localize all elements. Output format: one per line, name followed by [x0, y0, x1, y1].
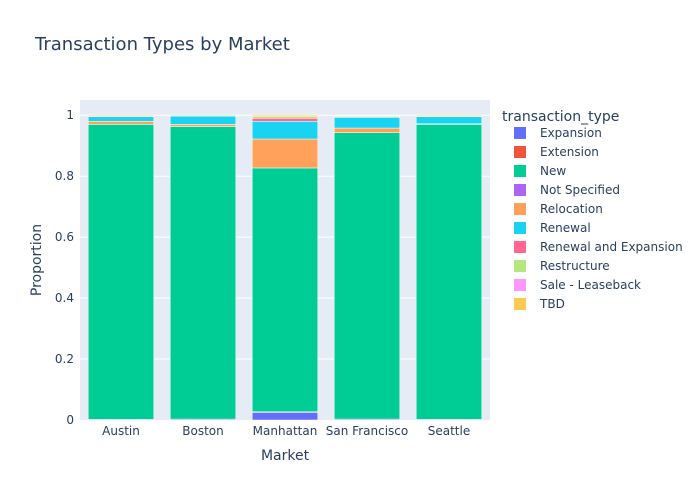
- bar-segment: [333, 117, 401, 129]
- x-tick-label: Austin: [102, 424, 140, 438]
- legend-swatch: [514, 279, 526, 291]
- bar-segment: [169, 115, 237, 125]
- bar-segment: [333, 132, 401, 420]
- legend-label: Renewal and Expansion: [540, 240, 683, 254]
- bar-segment: [333, 114, 401, 117]
- x-axis-title: Market: [261, 448, 310, 464]
- legend-swatch: [514, 260, 526, 272]
- y-tick-label: 0: [66, 413, 74, 427]
- legend-item[interactable]: Extension: [514, 145, 599, 159]
- x-tick-label: Seattle: [428, 424, 470, 438]
- bar-segment: [251, 138, 319, 169]
- x-tick-label: Manhattan: [253, 424, 318, 438]
- legend-title: transaction_type: [502, 109, 619, 125]
- bar-segment: [169, 124, 237, 127]
- legend-swatch: [514, 222, 526, 234]
- x-tick-label: Boston: [182, 424, 223, 438]
- legend-swatch: [514, 241, 526, 253]
- y-axis-title: Proportion: [29, 224, 45, 296]
- legend-label: TBD: [539, 297, 565, 311]
- legend-item[interactable]: Renewal: [514, 221, 591, 235]
- legend-label: Relocation: [540, 202, 603, 216]
- legend-item[interactable]: Not Specified: [514, 183, 620, 197]
- x-ticks: Austin Boston Manhattan San Francisco Seattl…: [102, 424, 470, 438]
- bar-segment: [87, 124, 155, 420]
- legend-item[interactable]: New: [514, 164, 566, 178]
- legend-swatch: [514, 298, 526, 310]
- legend-swatch: [514, 146, 526, 158]
- legend-swatch: [514, 203, 526, 215]
- legend-swatch: [514, 127, 526, 139]
- bar-segment: [251, 118, 319, 122]
- legend-swatch: [514, 165, 526, 177]
- legend-label: Restructure: [540, 259, 610, 273]
- legend-item[interactable]: Restructure: [514, 259, 610, 273]
- legend-item[interactable]: Renewal and Expansion: [514, 240, 683, 254]
- legend-item[interactable]: Sale - Leaseback: [514, 278, 641, 292]
- bar-segment: [87, 114, 155, 117]
- legend-item[interactable]: Expansion: [514, 126, 602, 140]
- y-tick-label: 1: [66, 108, 74, 122]
- bar-segment: [251, 412, 319, 421]
- legend-item[interactable]: TBD: [514, 297, 565, 311]
- bar-segment: [415, 114, 483, 117]
- legend-label: New: [540, 164, 566, 178]
- bar-segment: [415, 124, 483, 420]
- legend-swatch: [514, 184, 526, 196]
- y-tick-label: 0.2: [55, 352, 74, 366]
- legend-label: Renewal: [540, 221, 591, 235]
- bar-segment: [87, 116, 155, 122]
- legend-label: Extension: [540, 145, 599, 159]
- bar-segment: [169, 114, 237, 117]
- x-tick-label: San Francisco: [326, 424, 408, 438]
- chart-title: Transaction Types by Market: [34, 34, 290, 55]
- y-ticks: 0 0.2 0.4 0.6 0.8 1: [55, 108, 74, 427]
- bar-segment: [333, 127, 401, 133]
- legend-label: Sale - Leaseback: [540, 278, 641, 292]
- legend-label: Not Specified: [540, 183, 620, 197]
- legend-label: Expansion: [540, 126, 602, 140]
- legend: transaction_type Expansion Extension New No…: [502, 109, 683, 311]
- bars: [87, 114, 483, 421]
- bar-segment: [251, 121, 319, 140]
- bar-segment: [251, 167, 319, 413]
- bar-segment: [87, 121, 155, 125]
- bar-segment: [251, 114, 319, 118]
- y-tick-label: 0.4: [55, 291, 74, 305]
- bar-segment: [169, 126, 237, 420]
- y-tick-label: 0.8: [55, 169, 74, 183]
- bar-segment: [415, 116, 483, 125]
- y-tick-label: 0.6: [55, 230, 74, 244]
- legend-item[interactable]: Relocation: [514, 202, 603, 216]
